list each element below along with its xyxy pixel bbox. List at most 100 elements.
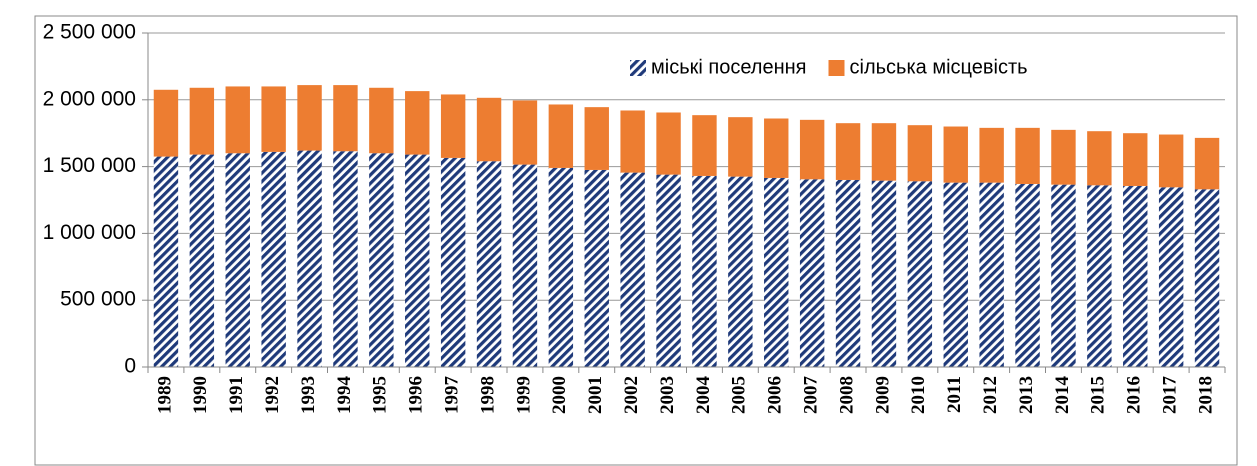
x-tick-label: 2006 [765,376,786,414]
x-tick-label: 2013 [1016,376,1037,414]
x-tick-label: 1994 [334,376,355,415]
bar-segment [1051,184,1076,367]
bar-segment [692,115,717,176]
y-tick-label: 500 000 [60,288,136,311]
x-tick-label: 2002 [621,376,642,414]
bar-segment [907,125,933,182]
bar-segment [620,172,645,367]
bar-segment [440,157,466,367]
x-tick-label: 1992 [262,376,283,414]
y-tick-label: 2 500 000 [43,21,136,44]
legend-swatch [828,60,845,76]
bar-segment [225,86,250,154]
bar-segment [799,119,825,180]
bar-segment [979,182,1004,367]
x-tick-label: 1990 [190,376,211,414]
bar-segment [1123,185,1148,367]
bar-segment [728,117,753,177]
bar-segment [153,156,179,367]
x-tick-label: 2009 [872,376,893,414]
bar-segment [297,85,322,151]
x-tick-label: 2005 [729,376,750,414]
bar-segment [405,91,430,155]
y-tick-label: 0 [124,355,136,378]
bar-segment [1194,137,1220,190]
bar-segment [871,180,897,367]
bar-segment [476,161,502,367]
y-tick-label: 1 500 000 [43,154,136,177]
bar-segment [548,104,574,168]
bar-segment [584,107,609,170]
x-tick-label: 1998 [477,376,498,414]
bar-segment [333,151,358,367]
bar-segment [799,179,825,367]
bar-segment [656,112,681,175]
x-tick-label: 2000 [549,376,570,414]
bar-segment [1087,185,1112,367]
y-tick-label: 2 000 000 [43,87,136,110]
bar-segment [512,100,538,165]
bar-segment [512,164,538,367]
bar-segment [440,94,466,158]
bar-segment [405,154,430,367]
bar-segment [943,182,968,367]
x-tick-label: 2018 [1195,376,1216,414]
bar-segment [153,89,179,157]
bar-segment [297,150,322,367]
bar-segment [656,174,681,367]
bar-segment [1158,134,1184,188]
bar-segment [369,153,394,367]
bar-segment [548,167,574,367]
bar-segment [261,86,286,152]
x-tick-label: 2010 [908,376,929,414]
bar-segment [692,175,717,367]
bar-segment [728,176,753,367]
bar-segment [189,87,215,155]
x-tick-label: 1991 [226,376,247,414]
bar-segment [1015,127,1040,184]
bar-segment [1158,187,1184,367]
bar-segment [1051,129,1076,185]
bar-segment [943,126,968,183]
x-tick-label: 2011 [944,376,965,413]
bar-segment [333,85,358,152]
bar-segment [907,181,933,367]
bar-segment [764,177,789,367]
bar-segment [1194,189,1220,367]
x-tick-label: 2014 [1052,376,1073,415]
bar-segment [620,110,645,173]
x-tick-label: 1997 [442,376,463,415]
bar-segment [369,87,394,154]
x-tick-label: 2004 [693,376,714,415]
bar-segment [584,169,609,367]
x-tick-label: 2003 [657,376,678,414]
legend-swatch [630,60,646,76]
x-tick-label: 2012 [980,376,1001,414]
bar-segment [476,97,502,162]
bar-segment [1087,131,1112,186]
bar-segment [225,153,250,367]
bar-segment [1015,183,1040,367]
x-tick-label: 2016 [1124,376,1145,414]
x-tick-label: 2007 [801,376,822,415]
x-tick-label: 1993 [298,376,319,414]
x-tick-label: 1989 [154,376,175,414]
x-tick-label: 1996 [406,376,427,414]
x-tick-label: 2001 [585,376,606,414]
x-tick-label: 2015 [1088,376,1109,414]
x-tick-label: 2017 [1160,376,1181,415]
bar-segment [835,179,861,367]
bar-segment [1123,133,1148,186]
bar-segment [979,127,1004,183]
y-tick-label: 1 000 000 [43,221,136,244]
bar-segment [835,123,861,180]
x-tick-label: 1995 [370,376,391,414]
bar-segment [871,123,897,181]
legend-label: міські поселення [651,56,807,78]
x-tick-label: 1999 [513,376,534,414]
bar-segment [189,154,215,367]
bar-segment [261,151,286,367]
bar-segment [764,118,789,178]
legend-label: сільська місцевість [850,56,1028,78]
